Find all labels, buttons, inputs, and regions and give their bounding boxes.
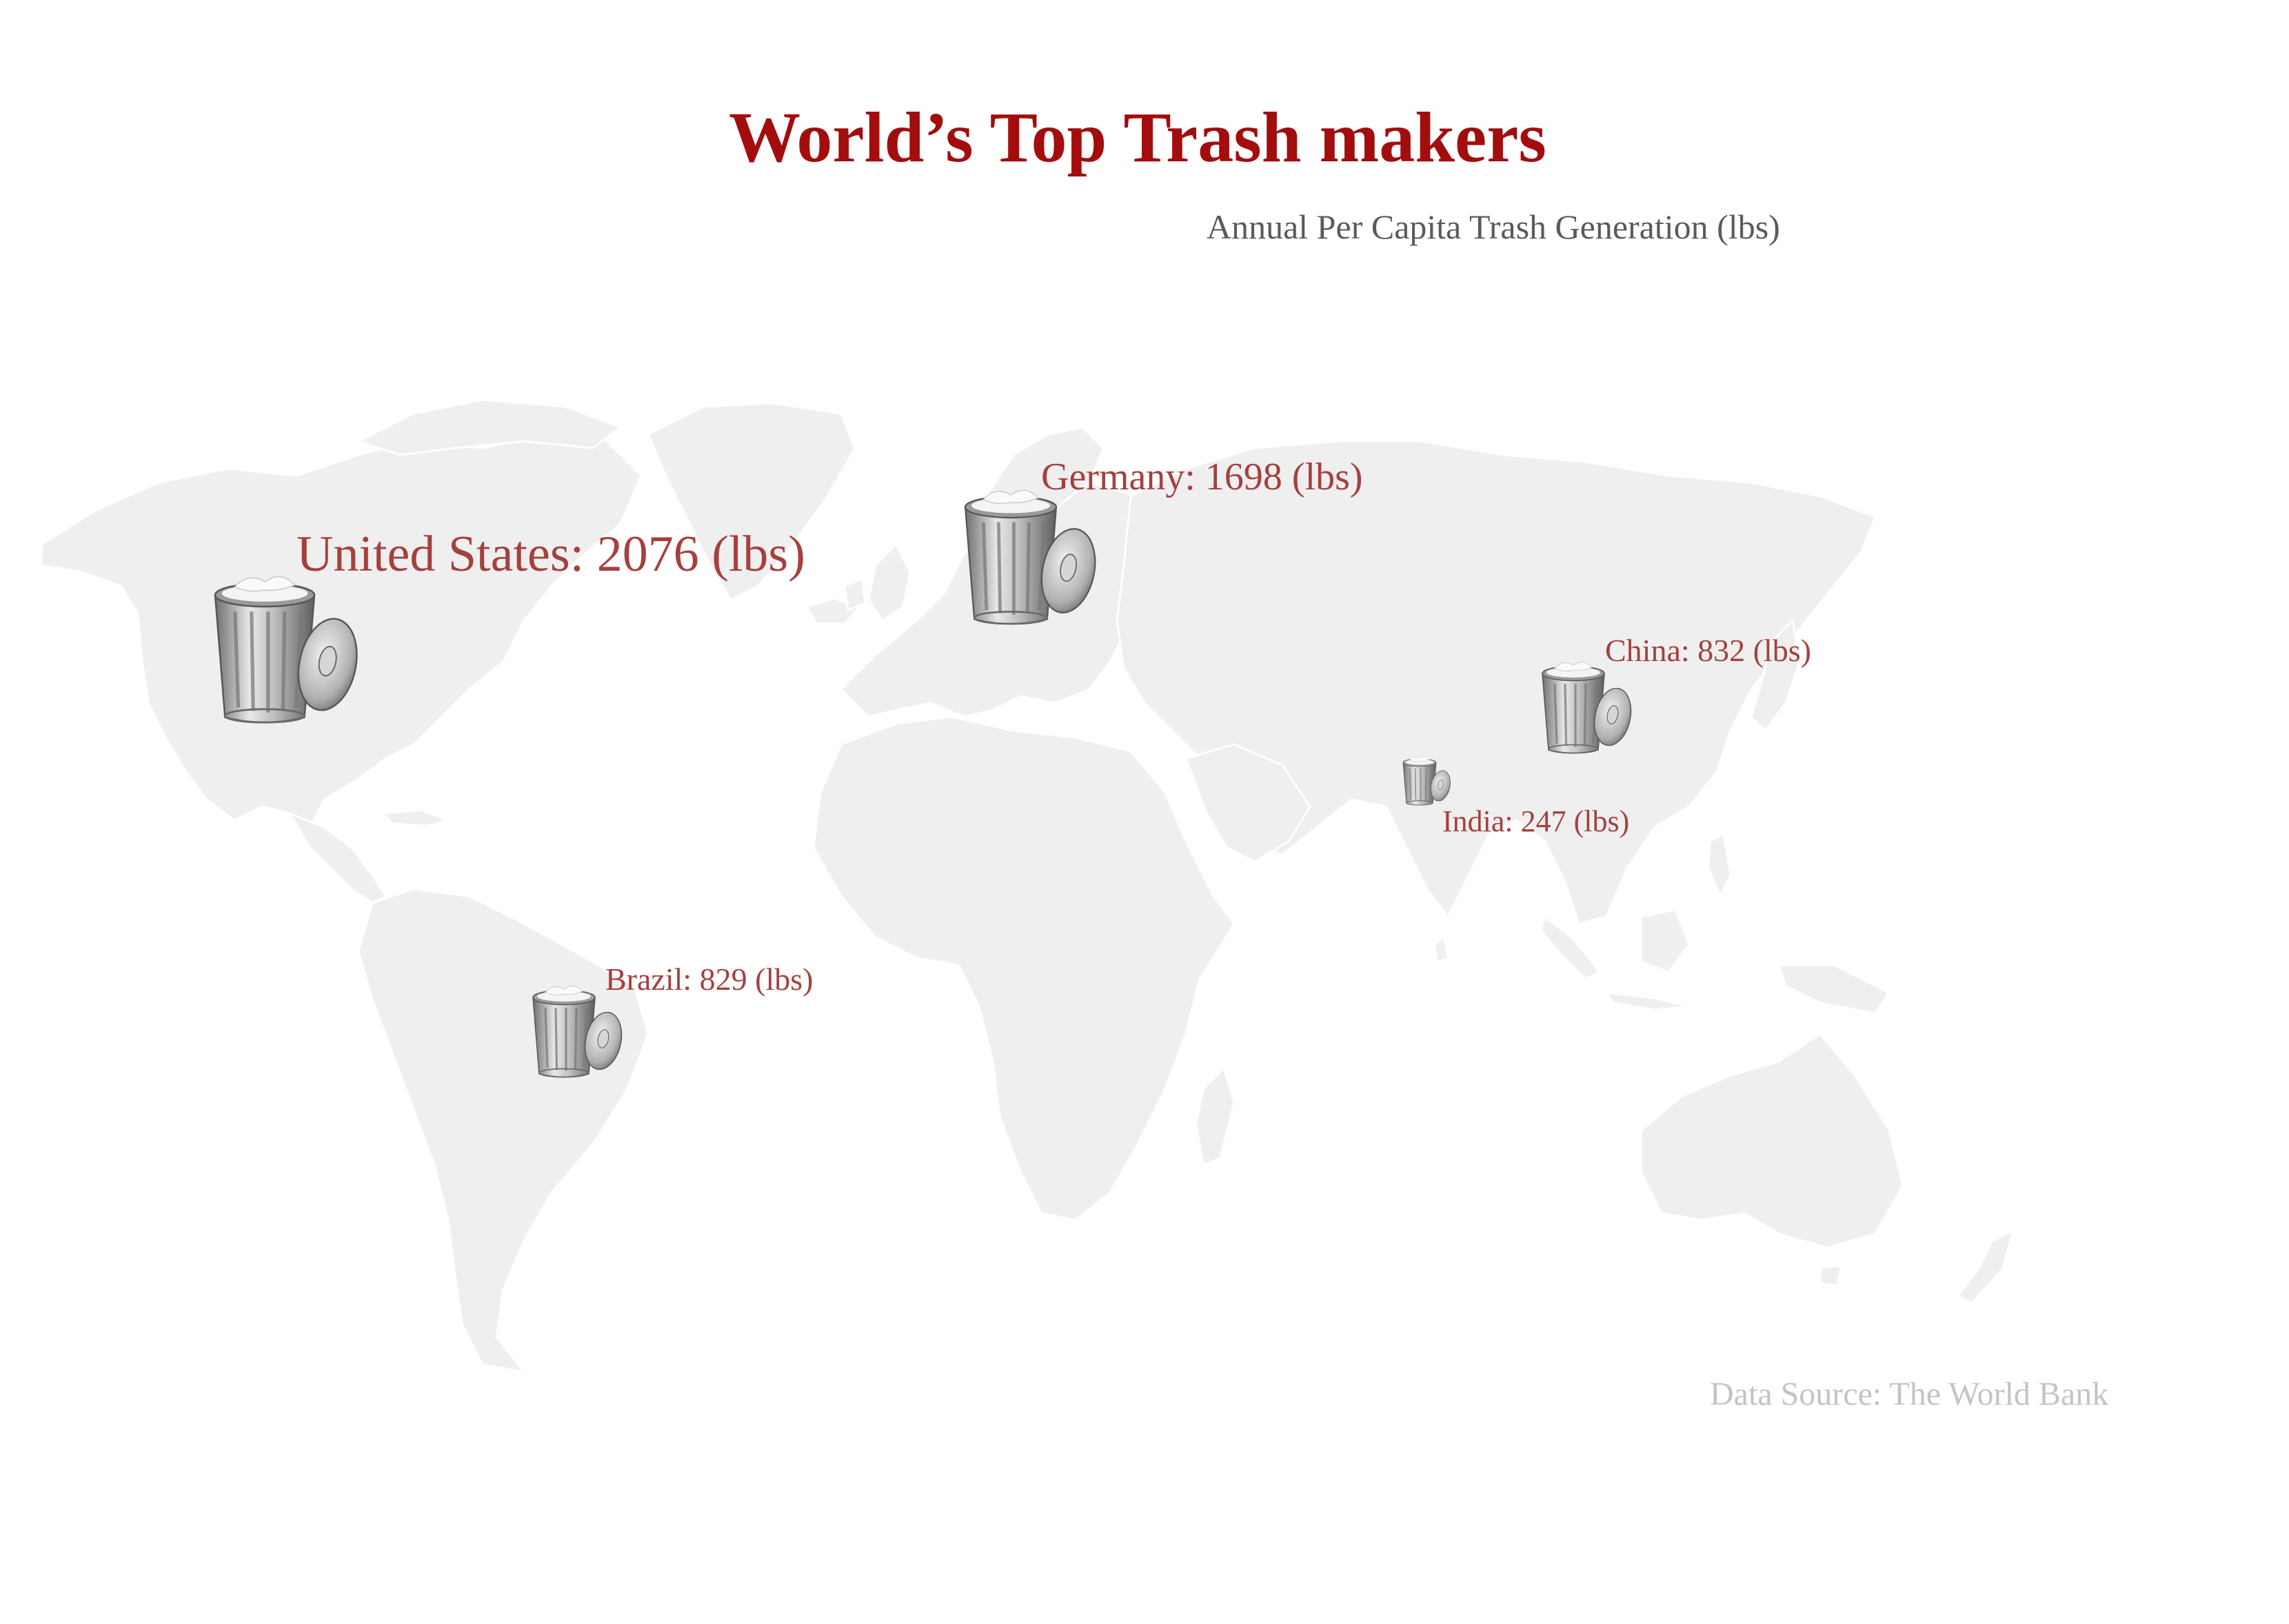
borneo: [1640, 909, 1691, 973]
trash-can-icon: [1398, 753, 1453, 808]
iceland: [805, 597, 860, 625]
canadian-arctic-islands: [357, 398, 622, 456]
country-label-china: China: 832 (lbs): [1605, 633, 1811, 668]
country-label-united-states: United States: 2076 (lbs): [296, 526, 805, 582]
java: [1605, 991, 1691, 1011]
new-guinea: [1777, 964, 1890, 1015]
ireland: [843, 578, 867, 611]
japan: [1750, 619, 1801, 732]
trash-can-icon: [1532, 655, 1635, 758]
australia-landmass: [1640, 1033, 1904, 1249]
data-source-note: Data Source: The World Bank: [1710, 1376, 2109, 1412]
africa-landmass: [812, 715, 1236, 1221]
country-label-india: India: 247 (lbs): [1442, 804, 1630, 838]
madagascar: [1195, 1067, 1236, 1166]
philippines: [1707, 833, 1732, 897]
arabian-peninsula: [1184, 743, 1311, 863]
trash-can-icon: [199, 565, 364, 731]
greenland: [647, 402, 856, 601]
united-kingdom: [867, 543, 911, 622]
cuba: [381, 809, 450, 827]
central-america: [288, 812, 387, 904]
new-zealand: [1957, 1229, 2015, 1304]
tasmania: [1819, 1264, 1842, 1287]
country-label-germany: Germany: 1698 (lbs): [1041, 456, 1363, 498]
south-america-landmass: [357, 888, 649, 1373]
chart-title: World’s Top Trash makers: [729, 98, 1546, 177]
sri-lanka: [1433, 936, 1449, 963]
sumatra: [1540, 915, 1601, 980]
trash-can-icon: [950, 480, 1102, 631]
country-label-brazil: Brazil: 829 (lbs): [605, 962, 814, 997]
chart-subtitle: Annual Per Capita Trash Generation (lbs): [1207, 207, 1780, 246]
